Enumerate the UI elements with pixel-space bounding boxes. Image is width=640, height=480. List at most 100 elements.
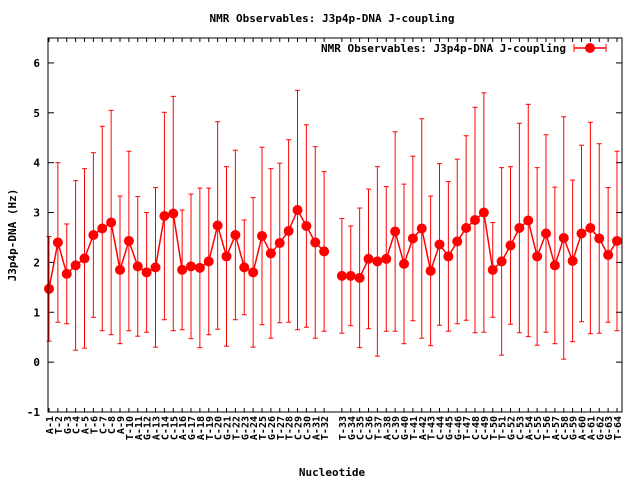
- x-tick-label: T-51: [498, 416, 509, 440]
- data-point: [97, 223, 108, 234]
- data-point: [274, 237, 285, 248]
- y-tick-label: -1: [27, 406, 41, 419]
- x-axis: A-1T-2G-3C-4A-5T-6C-7C-8A-9T-10A-11G-12A…: [45, 38, 624, 440]
- data-point: [292, 205, 303, 216]
- x-tick-label: T-27: [276, 416, 287, 440]
- data-point: [434, 239, 445, 250]
- data-point: [212, 220, 223, 231]
- series-line-segment: [48, 208, 325, 289]
- x-tick-label: A-16: [178, 416, 189, 440]
- x-tick-label: T-10: [125, 416, 136, 440]
- x-tick-label: T-56: [542, 416, 553, 440]
- data-point: [603, 249, 614, 260]
- x-tick-label: T-22: [231, 416, 242, 440]
- x-tick-label: A-11: [134, 416, 145, 440]
- x-tick-label: C-4: [72, 416, 83, 434]
- x-tick-label: A-13: [152, 416, 163, 440]
- x-tick-label: T-47: [462, 416, 473, 440]
- legend-marker: [585, 43, 595, 53]
- data-point: [452, 236, 463, 247]
- x-tick-label: A-42: [418, 416, 429, 440]
- x-tick-label: C-35: [356, 416, 367, 440]
- x-tick-label: A-24: [249, 416, 260, 440]
- data-point: [52, 237, 63, 248]
- y-tick-label: 6: [33, 57, 40, 70]
- data-point: [532, 251, 543, 262]
- data-point: [461, 222, 472, 233]
- data-point: [399, 258, 409, 269]
- data-point: [612, 235, 622, 246]
- data-point: [150, 262, 161, 273]
- data-point: [470, 215, 480, 226]
- data-point: [496, 256, 507, 267]
- data-point: [478, 207, 489, 218]
- x-tick-label: A-5: [81, 416, 92, 434]
- data-point: [79, 253, 90, 264]
- x-tick-label: C-44: [436, 416, 447, 440]
- plot-frame: [47, 37, 623, 413]
- data-point: [230, 229, 241, 240]
- data-point: [239, 262, 250, 273]
- x-tick-label: T-41: [409, 416, 420, 440]
- x-tick-label: G-26: [267, 416, 278, 440]
- x-tick-label: T-32: [320, 416, 331, 440]
- data-point: [372, 256, 383, 267]
- x-tick-label: G-52: [507, 416, 518, 440]
- y-axis-label: J3p4p-DNA (Hz): [6, 189, 19, 282]
- data-point: [425, 265, 436, 276]
- data-point: [115, 264, 125, 275]
- x-tick-label: G-21: [223, 416, 234, 440]
- x-tick-label: A-60: [578, 416, 589, 440]
- x-tick-label: A-18: [196, 416, 207, 440]
- data-point: [487, 264, 498, 275]
- data-point: [567, 255, 578, 266]
- legend: NMR Observables: J3p4p-DNA J-coupling: [321, 42, 607, 55]
- x-tick-label: C-48: [471, 416, 482, 440]
- data-point: [265, 248, 276, 259]
- chart-title: NMR Observables: J3p4p-DNA J-coupling: [209, 12, 454, 25]
- x-tick-label: T-25: [258, 416, 269, 440]
- y-tick-label: 2: [33, 256, 40, 269]
- x-tick-label: C-58: [560, 416, 571, 440]
- x-tick-label: C-49: [480, 416, 491, 440]
- data-point: [354, 272, 365, 283]
- x-tick-label: C-8: [107, 416, 118, 434]
- data-point: [523, 215, 534, 226]
- x-tick-label: T-6: [89, 416, 100, 434]
- data-point: [390, 226, 401, 237]
- x-tick-label: C-55: [533, 416, 544, 440]
- data-point: [168, 208, 179, 219]
- data-point: [345, 270, 356, 281]
- x-tick-label: C-29: [294, 416, 305, 440]
- x-tick-label: T-28: [285, 416, 296, 440]
- data-point: [301, 220, 312, 231]
- x-tick-label: G-40: [400, 416, 411, 440]
- x-tick-label: T-43: [427, 416, 438, 440]
- x-tick-label: G-3: [63, 416, 74, 434]
- data-point: [132, 261, 143, 272]
- x-tick-label: C-15: [169, 416, 180, 440]
- x-tick-label: T-50: [489, 416, 500, 440]
- x-tick-label: C-53: [515, 416, 526, 440]
- data-point: [381, 253, 392, 264]
- data-point: [221, 251, 232, 262]
- data-point: [541, 228, 551, 239]
- x-tick-label: T-19: [205, 416, 216, 440]
- x-tick-label: C-36: [365, 416, 376, 440]
- x-tick-label: T-33: [338, 416, 349, 440]
- x-tick-label: G-46: [453, 416, 464, 440]
- x-tick-label: T-64: [613, 416, 624, 440]
- x-tick-label: A-1: [45, 416, 56, 434]
- data-point: [106, 217, 117, 228]
- data-points: [44, 205, 622, 294]
- x-tick-label: G-62: [595, 416, 606, 440]
- x-tick-label: G-34: [347, 416, 358, 440]
- data-point: [576, 228, 587, 239]
- y-tick-label: 3: [33, 207, 40, 220]
- data-point: [407, 233, 418, 244]
- y-tick-label: 1: [33, 306, 40, 319]
- x-tick-label: A-61: [586, 416, 597, 440]
- data-point: [310, 237, 321, 248]
- x-tick-label: A-57: [551, 416, 562, 440]
- legend-label: NMR Observables: J3p4p-DNA J-coupling: [321, 42, 566, 55]
